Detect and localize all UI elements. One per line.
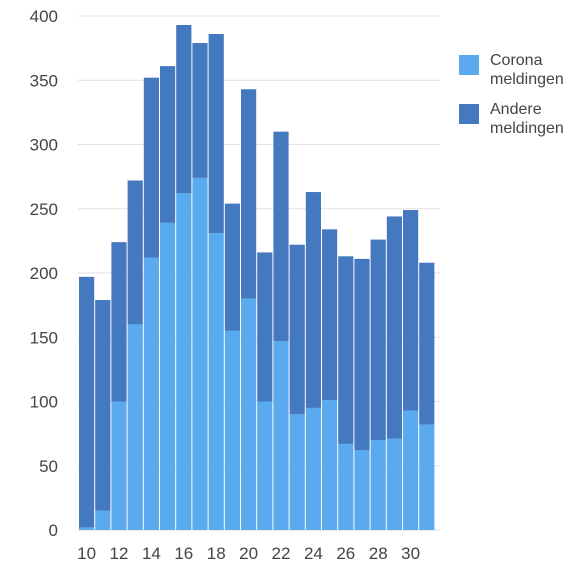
bar-andere-segment [192,42,208,178]
x-tick-label: 24 [304,544,323,563]
legend-label-line: meldingen [490,71,564,88]
bar-andere-segment [208,33,224,234]
x-tick-label: 18 [207,544,226,563]
y-tick-label: 150 [30,328,58,347]
bar-corona-segment [370,440,386,530]
y-tick-label: 0 [49,521,58,540]
bar-corona-segment [257,401,273,530]
legend-swatch [459,104,479,124]
bar-corona-segment [403,410,419,530]
bar-corona-segment [143,257,159,530]
bar-corona-segment [208,233,224,531]
bar-corona-segment [289,414,305,530]
bar-andere-segment [354,258,370,451]
x-axis: 10 12 14 16 18 20 22 24 26 28 30 [77,544,420,563]
y-tick-label: 350 [30,71,58,90]
legend-label: Corona meldingen [490,52,564,88]
bar-andere-segment [95,299,111,511]
bar-andere-segment [322,229,338,401]
bar-corona-segment [322,400,338,530]
bars [79,24,435,531]
bar-andere-segment [241,89,257,299]
legend-label-line: meldingen [490,120,564,137]
bar-corona-segment [305,407,321,530]
x-tick-label: 30 [401,544,420,563]
x-tick-label: 16 [174,544,193,563]
bar-andere-segment [176,24,192,194]
legend-swatch [459,55,479,75]
bar-corona-segment [354,450,370,530]
bar-andere-segment [160,66,176,223]
bar-andere-segment [403,210,419,411]
y-tick-label: 250 [30,200,58,219]
bar-andere-segment [370,239,386,441]
legend-label-line: Andere [490,101,542,118]
bar-andere-segment [289,244,305,415]
bar-corona-segment [241,298,257,530]
bar-andere-segment [79,276,95,528]
bar-andere-segment [224,203,240,331]
legend-label-line: Corona [490,52,543,69]
bar-corona-segment [79,527,95,530]
y-tick-label: 100 [30,393,58,412]
bar-andere-segment [111,242,127,402]
bar-andere-segment [143,77,159,258]
x-tick-label: 28 [369,544,388,563]
y-tick-label: 200 [30,264,58,283]
bar-corona-segment [111,401,127,530]
bar-corona-segment [160,222,176,530]
bar-andere-segment [305,192,321,408]
x-tick-label: 12 [110,544,129,563]
bar-andere-segment [419,262,435,425]
x-tick-label: 10 [77,544,96,563]
x-tick-label: 20 [239,544,258,563]
bar-corona-segment [338,443,354,530]
legend: Corona meldingen Andere meldingen [459,52,564,137]
y-tick-label: 300 [30,136,58,155]
bar-corona-segment [419,424,435,530]
bar-andere-segment [257,252,273,402]
y-tick-label: 400 [30,7,58,26]
x-tick-label: 22 [272,544,291,563]
bar-corona-segment [386,438,402,530]
bar-andere-segment [127,180,143,325]
bar-andere-segment [273,131,289,342]
bar-corona-segment [224,330,240,530]
x-tick-label: 26 [336,544,355,563]
bar-corona-segment [127,324,143,530]
bar-corona-segment [273,341,289,530]
bar-corona-segment [192,177,208,530]
legend-label: Andere meldingen [490,101,564,137]
x-tick-label: 14 [142,544,161,563]
y-tick-label: 50 [39,457,58,476]
bar-andere-segment [386,216,402,439]
y-axis: 0 50 100 150 200 250 300 350 400 [30,7,58,540]
bar-corona-segment [95,510,111,530]
bar-andere-segment [338,256,354,444]
bar-corona-segment [176,193,192,530]
